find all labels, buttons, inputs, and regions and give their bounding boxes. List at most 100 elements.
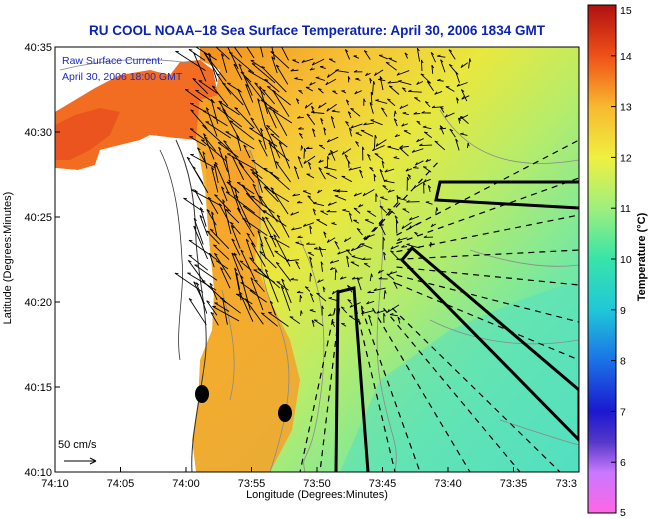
current-vector bbox=[353, 207, 361, 214]
current-vector-head bbox=[437, 78, 441, 81]
current-vector bbox=[231, 156, 245, 181]
current-vector-head bbox=[249, 289, 254, 292]
current-vector-head bbox=[374, 72, 377, 76]
current-vector-head bbox=[183, 197, 188, 200]
current-vector-head bbox=[186, 156, 191, 160]
current-vector bbox=[294, 78, 304, 81]
current-vector-head bbox=[416, 120, 421, 123]
current-vector bbox=[333, 190, 340, 193]
current-vector-head bbox=[234, 187, 238, 191]
current-vector-head bbox=[291, 227, 295, 231]
current-vector-head bbox=[245, 83, 249, 87]
current-vector bbox=[205, 107, 218, 137]
current-vector bbox=[221, 186, 228, 202]
x-axis: 74:10 74:05 74:00 73:55 73:50 73:45 73:40 73:35… bbox=[41, 467, 580, 490]
current-vector-head bbox=[273, 234, 277, 238]
current-vector bbox=[330, 259, 340, 264]
current-vector bbox=[456, 82, 468, 87]
current-vector bbox=[468, 58, 471, 69]
current-vector bbox=[266, 86, 291, 106]
current-vector bbox=[218, 100, 240, 116]
current-vector bbox=[316, 219, 328, 226]
current-vector-head bbox=[428, 185, 432, 189]
current-vector bbox=[274, 250, 288, 261]
current-vector-head bbox=[425, 101, 429, 104]
current-vector bbox=[290, 211, 300, 216]
current-vector bbox=[313, 319, 324, 327]
current-vector-head bbox=[269, 300, 274, 304]
current-vector bbox=[193, 225, 208, 260]
colorbar-tick-label: 7 bbox=[620, 406, 626, 418]
current-vector bbox=[210, 312, 219, 326]
current-vector-head bbox=[208, 196, 212, 200]
current-vector bbox=[416, 81, 424, 85]
current-vector bbox=[380, 107, 388, 117]
current-vector bbox=[249, 127, 278, 147]
current-vector bbox=[192, 166, 209, 194]
current-vector bbox=[269, 300, 276, 316]
current-vector-head bbox=[444, 114, 448, 118]
current-vector-head bbox=[185, 89, 189, 91]
current-vector bbox=[195, 47, 217, 61]
x-tick-label: 73:35 bbox=[500, 478, 528, 490]
current-vector-head bbox=[460, 64, 464, 68]
current-vector bbox=[328, 201, 337, 206]
current-vector-head bbox=[383, 313, 386, 317]
current-vector bbox=[416, 138, 424, 143]
current-vector bbox=[261, 216, 277, 248]
current-vector-head bbox=[205, 107, 210, 111]
current-vector-head bbox=[362, 192, 366, 197]
current-vector bbox=[281, 47, 289, 61]
current-vector bbox=[423, 131, 433, 139]
colorbar-tick-label: 11 bbox=[620, 203, 631, 215]
current-vector-head bbox=[324, 166, 328, 168]
current-vector-head bbox=[329, 260, 334, 264]
coverage-ray bbox=[396, 274, 579, 323]
current-vector-head bbox=[347, 111, 352, 115]
current-vector-head bbox=[197, 147, 201, 151]
current-vector bbox=[196, 282, 208, 314]
current-vector bbox=[260, 99, 279, 113]
current-vector-head bbox=[341, 306, 345, 309]
current-vector-head bbox=[236, 134, 240, 138]
current-vector bbox=[323, 127, 326, 136]
current-vector-head bbox=[316, 292, 321, 295]
current-vector bbox=[362, 258, 372, 260]
current-vector-head bbox=[243, 205, 247, 208]
current-vector bbox=[455, 138, 460, 151]
current-vector bbox=[263, 101, 277, 129]
current-vector bbox=[360, 129, 374, 137]
current-vector bbox=[431, 106, 444, 109]
current-vector bbox=[317, 279, 324, 283]
current-vector-head bbox=[398, 80, 402, 82]
current-vector-head bbox=[461, 96, 465, 100]
current-vector-head bbox=[431, 64, 435, 69]
current-vector-head bbox=[304, 148, 307, 152]
current-vector bbox=[290, 279, 299, 281]
current-vector-head bbox=[401, 123, 405, 127]
current-vector bbox=[359, 169, 364, 179]
current-vector-head bbox=[322, 286, 326, 290]
current-vector-head bbox=[379, 169, 383, 173]
current-vector-head bbox=[423, 166, 427, 168]
current-vector-head bbox=[193, 218, 197, 222]
current-vector-head bbox=[375, 193, 378, 197]
current-vector-head bbox=[401, 245, 405, 248]
current-vector-head bbox=[347, 76, 351, 80]
current-vector-head bbox=[208, 52, 212, 56]
current-vector bbox=[271, 56, 278, 74]
current-vector bbox=[272, 109, 288, 136]
current-vector-head bbox=[384, 290, 387, 294]
current-vector bbox=[397, 316, 401, 324]
current-vector bbox=[403, 130, 411, 135]
current-vector bbox=[346, 249, 352, 256]
current-vector bbox=[233, 252, 244, 271]
current-vector-head bbox=[250, 117, 254, 121]
current-vector bbox=[246, 47, 255, 59]
current-vector-head bbox=[347, 285, 351, 288]
current-vector bbox=[414, 97, 421, 102]
current-vector bbox=[316, 292, 327, 302]
current-vector-head bbox=[456, 83, 460, 87]
current-vector bbox=[260, 312, 278, 327]
current-vector-head bbox=[381, 107, 385, 111]
